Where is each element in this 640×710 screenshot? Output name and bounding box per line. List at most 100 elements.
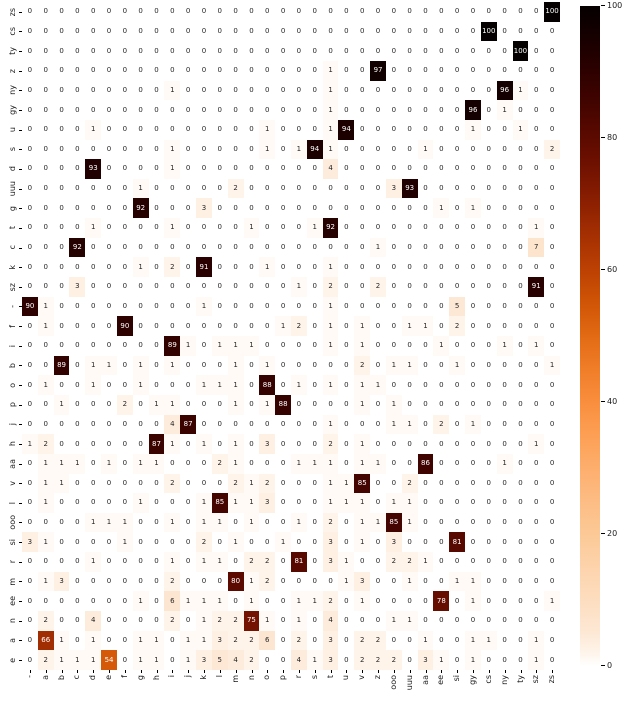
heatmap-cell: 0 — [496, 375, 513, 395]
heatmap-cell: 0 — [496, 60, 513, 81]
heatmap-cell: 1 — [433, 335, 450, 356]
heatmap-cell: 0 — [290, 178, 307, 199]
heatmap-cell: 0 — [544, 650, 560, 670]
heatmap-cell: 2 — [227, 178, 244, 199]
heatmap-cell: 0 — [243, 41, 260, 61]
heatmap-cell: 0 — [370, 159, 386, 179]
heatmap-cell: 0 — [211, 296, 228, 317]
heatmap-cell: 0 — [433, 532, 450, 553]
heatmap-cell: 0 — [22, 80, 38, 101]
heatmap-cell: 0 — [401, 60, 418, 81]
heatmap-cell: 0 — [243, 375, 260, 395]
heatmap-cell: 0 — [480, 414, 497, 435]
heatmap-cell: 89 — [164, 335, 181, 356]
heatmap-cell: 1 — [306, 218, 323, 238]
heatmap-cell: 0 — [85, 41, 102, 61]
heatmap-cell: 0 — [385, 296, 402, 317]
heatmap-cell: 0 — [275, 650, 291, 670]
heatmap-cell: 1 — [132, 650, 149, 670]
heatmap-cell: 1 — [196, 591, 212, 612]
heatmap-cell: 0 — [496, 552, 513, 572]
heatmap-cell: 0 — [496, 611, 513, 631]
heatmap-cell: 0 — [132, 277, 149, 297]
heatmap-cell: 1 — [433, 198, 450, 219]
heatmap-cell: 0 — [385, 591, 402, 612]
heatmap-cell: 0 — [385, 375, 402, 395]
heatmap-cell: 1 — [69, 453, 86, 474]
y-tick-label-v: v — [0, 473, 22, 493]
heatmap-cell: 0 — [275, 552, 291, 572]
heatmap-cell: 0 — [306, 80, 323, 101]
heatmap-cell: 0 — [544, 571, 560, 592]
heatmap-cell: 0 — [196, 178, 212, 199]
heatmap-cell: 0 — [37, 198, 54, 219]
heatmap-cell: 1 — [37, 571, 54, 592]
y-tick-label-l: l — [0, 493, 22, 513]
heatmap-cell: 7 — [528, 237, 545, 258]
heatmap-cell: 0 — [53, 552, 70, 572]
heatmap-cell: 0 — [132, 80, 149, 101]
x-tick-label-m: m — [228, 670, 244, 708]
heatmap-cell: 0 — [338, 375, 355, 395]
heatmap-cell: 0 — [196, 80, 212, 101]
heatmap-cell: 0 — [275, 198, 291, 219]
heatmap-cell: 0 — [116, 198, 133, 219]
heatmap-cell: 2 — [259, 552, 276, 572]
heatmap-cell: 0 — [370, 473, 386, 494]
heatmap-cell: 1 — [275, 316, 291, 336]
y-tick-label-ty: ty — [0, 41, 22, 61]
heatmap-cell: 0 — [385, 60, 402, 81]
heatmap-cell: 0 — [338, 218, 355, 238]
heatmap-cell: 0 — [259, 296, 276, 317]
heatmap-cell: 1 — [385, 394, 402, 415]
heatmap-cell: 1 — [22, 434, 38, 454]
heatmap-cell: 0 — [449, 335, 466, 356]
heatmap-cell: 0 — [69, 611, 86, 631]
heatmap-cell: 0 — [528, 316, 545, 336]
heatmap-cell: 0 — [512, 159, 529, 179]
heatmap-cell: 1 — [496, 335, 513, 356]
heatmap-cell: 0 — [259, 512, 276, 533]
heatmap-cell: 1 — [465, 650, 481, 670]
heatmap-cell: 0 — [401, 237, 418, 258]
heatmap-cell: 0 — [385, 2, 402, 22]
heatmap-cell: 0 — [148, 493, 165, 513]
heatmap-cell: 0 — [385, 473, 402, 494]
heatmap-cell: 1 — [227, 434, 244, 454]
y-tick-label-s: s — [0, 139, 22, 159]
heatmap-cell: 1 — [101, 512, 117, 533]
heatmap-cell: 1 — [385, 493, 402, 513]
heatmap-cell: 0 — [22, 41, 38, 61]
heatmap-cell: 0 — [164, 237, 181, 258]
heatmap-cell: 0 — [544, 21, 560, 42]
heatmap-cell: 0 — [465, 335, 481, 356]
heatmap-cell: 0 — [22, 277, 38, 297]
heatmap-cell: 0 — [85, 473, 102, 494]
heatmap-cell: 0 — [401, 100, 418, 120]
heatmap-cell: 0 — [417, 159, 434, 179]
heatmap-cell: 0 — [370, 532, 386, 553]
heatmap-cell: 0 — [306, 178, 323, 199]
heatmap-cell: 0 — [290, 296, 307, 317]
heatmap-cell: 1 — [196, 375, 212, 395]
heatmap-cell: 0 — [544, 552, 560, 572]
heatmap-cell: 0 — [275, 2, 291, 22]
heatmap-cell: 0 — [148, 335, 165, 356]
heatmap-cell: 0 — [512, 473, 529, 494]
heatmap-cell: 2 — [37, 434, 54, 454]
heatmap-cell: 0 — [101, 414, 117, 435]
heatmap-cell: 96 — [496, 80, 513, 101]
heatmap-cell: 2 — [322, 591, 339, 612]
heatmap-cell: 0 — [132, 2, 149, 22]
heatmap-cell: 0 — [275, 139, 291, 160]
heatmap-cell: 0 — [180, 394, 197, 415]
heatmap-cell: 1 — [85, 119, 102, 140]
heatmap-cell: 0 — [544, 473, 560, 494]
heatmap-cell: 0 — [116, 611, 133, 631]
heatmap-cell: 0 — [101, 335, 117, 356]
heatmap-cell: 0 — [290, 434, 307, 454]
heatmap-cell: 0 — [354, 198, 371, 219]
heatmap-cell: 0 — [449, 650, 466, 670]
heatmap-cell: 0 — [227, 277, 244, 297]
heatmap-cell: 0 — [164, 650, 181, 670]
